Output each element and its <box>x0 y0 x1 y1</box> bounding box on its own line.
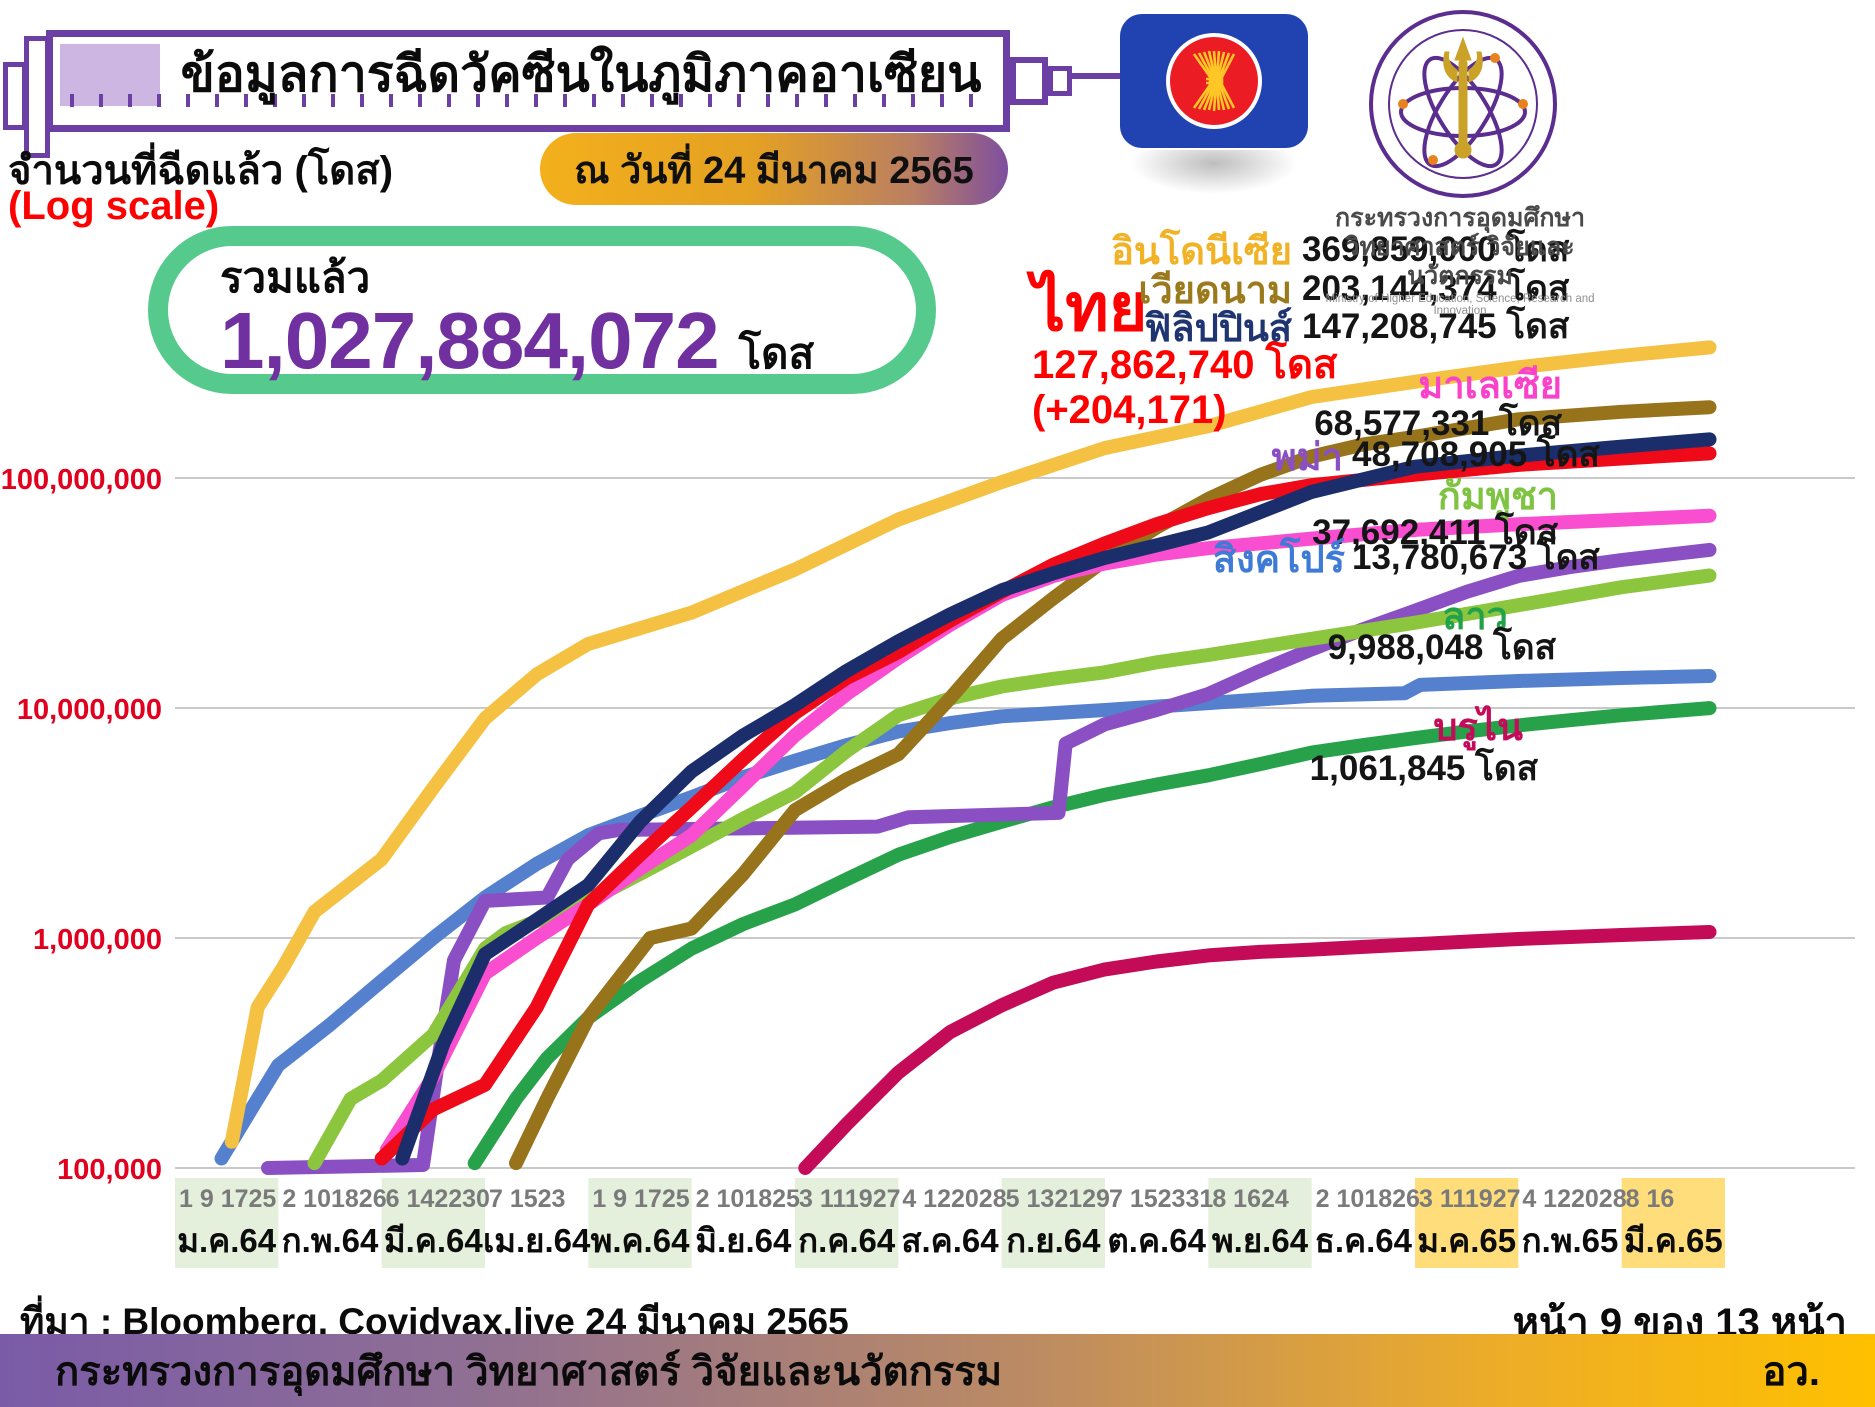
x-day-ticks: 1 9 1725 <box>592 1185 689 1213</box>
page-title: ข้อมูลการฉีดวัคซีนในภูมิภาคอาเซียน <box>180 45 982 102</box>
x-month-label: ม.ค.65 <box>1417 1222 1516 1259</box>
x-day-ticks: 1 9 1725 <box>179 1185 276 1213</box>
total-doses-badge: รวมแล้ว 1,027,884,072 โดส <box>148 226 936 394</box>
label-philippines: ฟิลิปปินส์ <box>1144 308 1292 350</box>
total-unit: โดส <box>738 330 815 377</box>
x-month-label: ธ.ค.64 <box>1315 1222 1413 1259</box>
ministry-caption: กระทรวงการอุดมศึกษา วิทยาศาสตร์ วิจัยและ… <box>1322 204 1598 317</box>
y-tick-label: 100,000,000 <box>1 464 162 496</box>
ministry-name-english: Ministry of Higher Education, Science, R… <box>1325 293 1595 317</box>
value-vietnam: 203,144,374 โดส <box>1302 269 1570 308</box>
series-line-brunei <box>798 925 1717 1175</box>
footer-bar: กระทรวงการอุดมศึกษา วิทยาศาสตร์ วิจัยและ… <box>0 1334 1875 1407</box>
x-axis-month-box <box>175 1178 279 1268</box>
x-day-ticks: 5 132129 <box>1006 1185 1110 1213</box>
asean-flag-icon <box>1120 14 1308 148</box>
value-singapore: 13,780,673 โดส <box>1352 538 1600 577</box>
x-month-label: พ.ย.64 <box>1212 1222 1309 1259</box>
y-tick-label: 100,000 <box>57 1154 162 1186</box>
x-month-label: ก.ค.64 <box>798 1222 896 1259</box>
footer-ministry-abbr: อว. <box>1762 1349 1820 1394</box>
x-month-label: ก.ย.64 <box>1006 1222 1101 1259</box>
syringe-barrel <box>46 30 1010 132</box>
x-month-label: มี.ค.65 <box>1624 1222 1723 1259</box>
x-axis-month-box <box>1415 1178 1519 1268</box>
x-day-ticks: 6 142230 <box>386 1185 490 1213</box>
ministry-seal-icon <box>1367 8 1559 200</box>
x-day-ticks: 2 101826 <box>1316 1185 1420 1213</box>
syringe-needle-hub <box>1010 57 1048 105</box>
value-indonesia: 369,859,000 โดส <box>1302 230 1570 269</box>
x-day-ticks: 3 111927 <box>1419 1185 1521 1213</box>
x-axis-month-box <box>795 1178 899 1268</box>
footer-ministry-name: กระทรวงการอุดมศึกษา วิทยาศาสตร์ วิจัยและ… <box>55 1349 1003 1394</box>
syringe-scale-ticks <box>70 94 990 107</box>
x-day-ticks: 8 1624 <box>1212 1185 1289 1213</box>
ministry-name-line2: วิทยาศาสตร์ วิจัยและนวัตกรรม <box>1345 233 1575 290</box>
x-month-label: ม.ค.64 <box>177 1222 277 1259</box>
syringe-needle-tip <box>1048 66 1072 96</box>
x-day-ticks: 2 101825 <box>696 1185 800 1213</box>
x-month-label: มิ.ย.64 <box>695 1222 792 1259</box>
as-of-date-badge: ณ วันที่ 24 มีนาคม 2565 <box>540 133 1008 205</box>
x-day-ticks: 2 101826 <box>282 1185 386 1213</box>
value-laos: 9,988,048 โดส <box>1327 628 1556 667</box>
x-axis-month-box <box>1621 1178 1725 1268</box>
x-month-label: มี.ค.64 <box>384 1222 484 1259</box>
y-tick-label: 10,000,000 <box>17 694 162 726</box>
x-day-ticks: 4 122028 <box>1522 1185 1626 1213</box>
x-axis-month-box <box>381 1178 485 1268</box>
x-axis-month-box <box>588 1178 692 1268</box>
series-line-malaysia <box>379 508 1717 1157</box>
x-day-ticks: 3 111927 <box>799 1185 901 1213</box>
x-axis-month-box <box>1208 1178 1312 1268</box>
asean-emblem-icon <box>1166 33 1262 129</box>
total-label: รวมแล้ว <box>220 254 371 301</box>
x-month-label: ก.พ.65 <box>1522 1222 1619 1259</box>
x-month-label: พ.ค.64 <box>591 1222 691 1259</box>
label-indonesia: อินโดนีเซีย <box>1111 231 1292 273</box>
log-scale-note: (Log scale) <box>8 184 220 228</box>
x-month-label: เม.ย.64 <box>483 1222 591 1259</box>
x-day-ticks: 7 1523 <box>489 1185 565 1213</box>
value-philippines: 147,208,745 โดส <box>1302 307 1570 346</box>
label-myanmar: พม่า <box>1271 437 1343 479</box>
x-day-ticks: 4 122028 <box>902 1185 1006 1213</box>
syringe-needle <box>1067 73 1122 79</box>
y-tick-label: 1,000,000 <box>33 924 162 956</box>
total-value: 1,027,884,072 <box>220 296 720 385</box>
x-month-label: ส.ค.64 <box>901 1222 999 1259</box>
x-month-label: ต.ค.64 <box>1107 1222 1206 1259</box>
value-brunei: 1,061,845 โดส <box>1309 749 1538 788</box>
x-day-ticks: 7 152331 <box>1109 1185 1213 1213</box>
x-axis-month-box <box>1001 1178 1105 1268</box>
x-month-label: ก.พ.64 <box>282 1222 379 1259</box>
label-singapore: สิงคโปร์ <box>1212 539 1345 581</box>
thailand-name: ไทย <box>1032 270 1148 344</box>
y-axis-title: จำนวนที่ฉีดแล้ว (โดส) <box>8 149 394 193</box>
ministry-name-line1: กระทรวงการอุดมศึกษา <box>1335 204 1585 232</box>
x-day-ticks: 8 16 <box>1626 1185 1675 1213</box>
total-row: 1,027,884,072 โดส <box>220 296 916 387</box>
flag-shadow <box>1130 150 1298 194</box>
label-vietnam: เวียดนาม <box>1138 270 1292 312</box>
